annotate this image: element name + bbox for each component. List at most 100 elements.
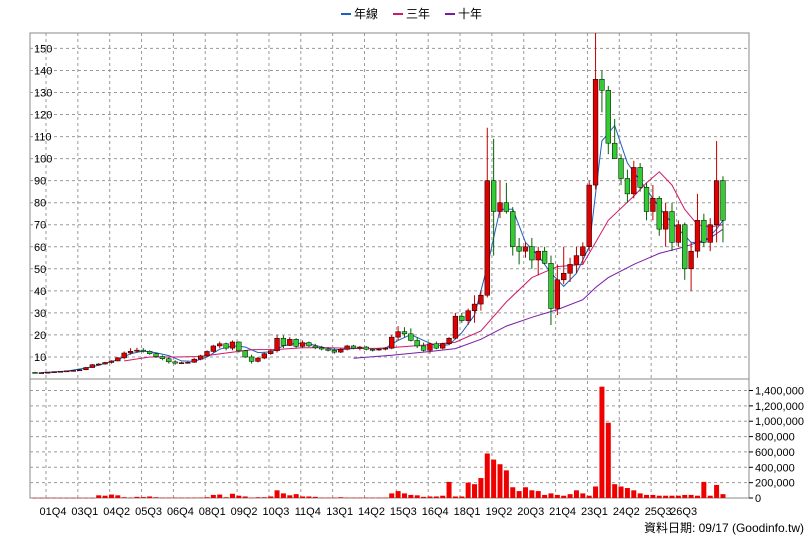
candle-body — [357, 346, 363, 349]
data-date-footer: 資料日期: 09/17 (Goodinfo.tw) — [644, 521, 804, 535]
volume-bar — [535, 491, 541, 498]
candle-body — [57, 371, 64, 373]
candle — [713, 140, 720, 243]
volume-bar — [242, 496, 248, 498]
candle — [172, 360, 178, 365]
candle-body — [210, 345, 217, 352]
candle-body — [274, 337, 280, 352]
volume-tick-label-7: 1,400,000 — [755, 386, 804, 398]
x-tick-label-0: 01Q4 — [40, 506, 67, 518]
volume-bar — [357, 497, 363, 499]
volume-bar — [128, 497, 134, 499]
legend-label-0: 年線 — [354, 6, 378, 21]
candle-body — [153, 353, 159, 357]
candle — [478, 290, 484, 311]
candle — [261, 352, 267, 360]
volume-bar — [440, 495, 446, 498]
candle — [618, 154, 624, 186]
candle — [612, 118, 618, 159]
price-tick-label-12: 130 — [34, 88, 52, 100]
volume-bar — [172, 497, 178, 499]
candle — [592, 33, 599, 190]
volume-bar — [478, 478, 484, 498]
price-tick-label-10: 110 — [34, 132, 52, 144]
volume-bar — [198, 497, 204, 499]
candle — [548, 255, 554, 326]
volume-bar — [204, 497, 210, 498]
candle — [446, 337, 452, 345]
candle-body — [427, 343, 433, 351]
volume-bar — [656, 495, 662, 498]
candle — [408, 328, 414, 342]
candle — [554, 264, 560, 316]
price-tick-label-8: 90 — [34, 176, 46, 188]
candle — [229, 340, 236, 351]
price-tick-label-6: 70 — [34, 220, 46, 232]
candle — [382, 347, 389, 351]
candle-body — [338, 348, 344, 353]
candle-body — [637, 167, 643, 188]
candle — [178, 361, 185, 365]
price-panel-frame — [29, 32, 750, 380]
volume-bar — [89, 497, 95, 499]
volume-bar — [427, 496, 433, 498]
candle — [669, 202, 675, 252]
volume-bar — [191, 497, 197, 499]
x-tick-label-2: 04Q2 — [103, 506, 130, 518]
candle-body — [331, 350, 338, 353]
candle — [140, 348, 146, 353]
candle-body — [32, 372, 38, 374]
volume-bar — [408, 494, 414, 498]
volume-bar — [395, 491, 401, 498]
candle-body — [592, 79, 599, 186]
candle — [637, 163, 643, 192]
candle-body — [319, 347, 325, 350]
volume-bar — [370, 497, 376, 499]
volume-bar — [714, 484, 720, 498]
volume-bar — [497, 464, 503, 498]
volume-bar — [280, 493, 286, 498]
volume-bar — [624, 488, 630, 498]
volume-bar — [57, 497, 63, 499]
candle — [70, 370, 76, 372]
candle — [650, 185, 656, 221]
candle — [121, 351, 127, 360]
candle — [319, 345, 325, 351]
candle — [465, 308, 471, 326]
candle — [287, 337, 293, 346]
volume-bar — [567, 494, 573, 498]
legend-label-1: 三年 — [406, 7, 430, 21]
volume-bar — [268, 496, 274, 498]
candle-body — [548, 263, 554, 309]
price-y-axis: 10 20 30 40 50 60 70 80 90 100 110 120 130 140 150 — [34, 43, 52, 364]
candle — [159, 355, 166, 361]
candle-body — [236, 341, 242, 352]
candle — [274, 334, 280, 353]
candle-body — [51, 371, 57, 373]
volume-bar — [108, 494, 114, 498]
candle-body — [433, 343, 439, 349]
x-tick-label-13: 18Q1 — [454, 506, 481, 518]
volume-bar — [663, 495, 669, 498]
candle — [389, 334, 395, 350]
candle — [166, 357, 172, 364]
candle-body — [172, 361, 178, 364]
candle — [268, 349, 274, 355]
candle-body — [89, 364, 95, 368]
candle-body — [675, 224, 682, 243]
candle — [522, 242, 529, 258]
candle-body — [115, 357, 121, 362]
candle-body — [510, 211, 516, 248]
candle-body — [471, 303, 478, 311]
volume-bar — [217, 494, 223, 498]
volume-bar — [102, 495, 108, 498]
volume-bar — [542, 494, 548, 498]
candle-body — [401, 331, 408, 335]
volume-bar — [153, 497, 159, 498]
candle-body — [45, 371, 51, 374]
candle — [401, 327, 408, 338]
volume-bar — [586, 495, 592, 498]
candle — [567, 257, 573, 283]
volume-bar — [389, 493, 395, 498]
